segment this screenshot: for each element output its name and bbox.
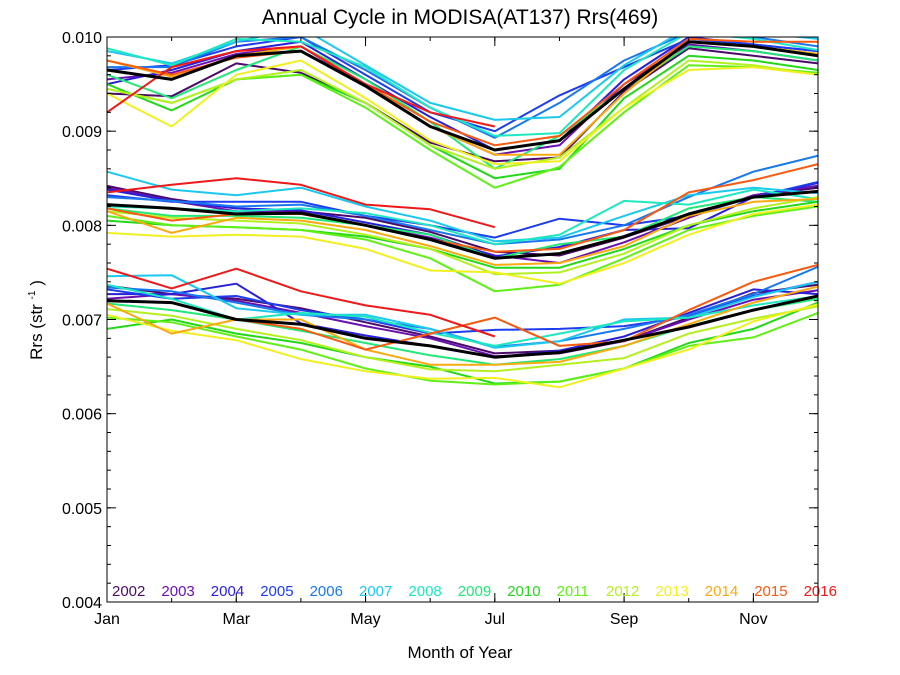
legend-entry-2013: 2013 (655, 583, 688, 600)
series-line-2009-upper (107, 45, 818, 170)
legend-entry-2009: 2009 (458, 583, 491, 600)
series-line-mean-upper (107, 40, 818, 152)
series-line-2008-upper (107, 37, 818, 137)
y-axis-label-main: Rrs (str (27, 304, 46, 360)
series-line-2013-middle (107, 203, 818, 285)
x-tick-label: Jan (94, 611, 120, 628)
y-tick-label: 0.008 (62, 218, 102, 235)
series-line-2013-lower (107, 303, 818, 389)
legend-entry-2015: 2015 (754, 583, 787, 600)
series-line-2013-upper (107, 59, 818, 166)
legend-entry-2016: 2016 (804, 583, 837, 600)
legend-entry-2004: 2004 (211, 583, 244, 600)
legend-entry-2005: 2005 (260, 583, 293, 600)
series-line-2014-middle (107, 198, 818, 266)
x-tick-label: May (350, 611, 380, 628)
series-line-2006-lower (107, 265, 818, 348)
x-tick-label: Nov (739, 611, 767, 628)
series-line-2011-upper (107, 64, 818, 189)
x-tick-label: Jul (485, 611, 505, 628)
legend-entry-2003: 2003 (161, 583, 194, 600)
x-axis-label: Month of Year (408, 643, 513, 662)
legend-entry-2014: 2014 (705, 583, 738, 600)
legend-entry-2012: 2012 (606, 583, 639, 600)
series-line-2012-lower (107, 305, 818, 373)
series-line-2006-middle (107, 154, 818, 246)
legend: 2002 2003 2004 2005 2006 2007 2008 2009 2010 2011… (112, 583, 837, 600)
legend-entry-2010: 2010 (507, 583, 540, 600)
series-line-2014-lower (107, 285, 818, 366)
y-tick-label: 0.006 (62, 407, 102, 424)
series-line-2007-upper (107, 37, 818, 121)
y-axis-label: Rrs (str -1 ) (20, 280, 46, 360)
series-line-2016-upper (107, 45, 496, 128)
y-tick-label: 0.010 (62, 30, 102, 47)
x-tick-label: Mar (222, 611, 250, 628)
series-line-mean-lower (107, 294, 818, 359)
y-tick-label: 0.007 (62, 313, 102, 330)
y-axis-label-sup: -1 (27, 290, 38, 299)
series-line-2016-lower (107, 267, 496, 338)
y-tick-label: 0.004 (62, 595, 102, 612)
legend-entry-2011: 2011 (557, 583, 589, 600)
chart-title: Annual Cycle in MODISA(AT137) Rrs(469) (262, 6, 658, 29)
series-line-mean-middle (107, 189, 818, 260)
legend-entry-2007: 2007 (359, 583, 392, 600)
legend-entry-2002: 2002 (112, 583, 145, 600)
plot-frame (106, 36, 819, 603)
series-line-2011-middle (107, 205, 818, 293)
y-axis-label-end: ) (27, 280, 46, 286)
series-line-2016-middle (107, 177, 496, 229)
series-lines (107, 37, 818, 389)
axis-ticks: 0.004 0.005 0.006 0.007 0.008 0.009 0.010 Jan Ma… (62, 30, 819, 628)
y-tick-label: 0.005 (62, 501, 102, 518)
y-tick-label: 0.009 (62, 124, 102, 141)
legend-entry-2008: 2008 (408, 583, 441, 600)
legend-entry-2006: 2006 (310, 583, 343, 600)
series-line-2010-lower (107, 301, 818, 385)
series-line-2015-middle (107, 163, 818, 253)
series-line-2008-middle (107, 188, 818, 246)
series-line-2007-middle (107, 170, 818, 243)
x-tick-label: Sep (610, 611, 639, 628)
